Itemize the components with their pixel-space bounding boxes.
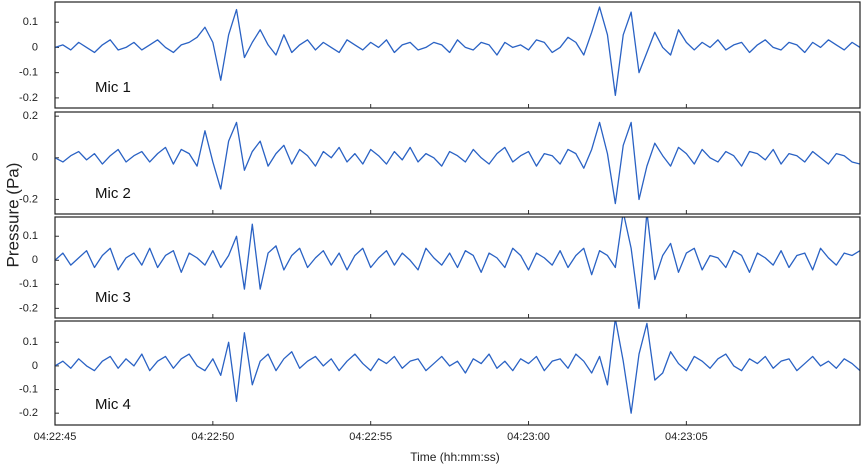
panel-frame [54, 216, 861, 319]
legend-label: Mic 1 [95, 79, 131, 96]
y-tick-label: 0 [32, 152, 38, 164]
x-tick-label: 04:22:50 [191, 431, 234, 443]
legend-label: Mic 2 [95, 185, 131, 202]
x-tick-label: 04:22:55 [349, 431, 392, 443]
panel-frame [54, 1, 861, 109]
y-tick-label: -0.2 [19, 92, 38, 104]
y-tick-label: -0.2 [19, 302, 38, 314]
series-line [55, 6, 860, 97]
y-tick-label: 0 [32, 360, 38, 372]
y-tick-label: -0.1 [19, 67, 38, 79]
series-line [55, 321, 860, 414]
legend-label: Mic 3 [95, 289, 131, 306]
series-line [55, 217, 860, 310]
legend-label: Mic 4 [95, 396, 131, 413]
y-tick-label: -0.2 [19, 407, 38, 419]
series-line [55, 121, 860, 205]
y-tick-label: 0.1 [23, 336, 38, 348]
panel-frame [54, 111, 861, 215]
y-tick-label: 0.1 [23, 230, 38, 242]
x-tick-label: 04:23:05 [665, 431, 708, 443]
y-tick-label: -0.1 [19, 383, 38, 395]
y-tick-label: 0.2 [23, 110, 38, 122]
y-tick-label: 0 [32, 41, 38, 53]
y-tick-label: 0.1 [23, 16, 38, 28]
x-tick-label: 04:23:00 [507, 431, 550, 443]
y-tick-label: -0.2 [19, 193, 38, 205]
y-tick-label: -0.1 [19, 278, 38, 290]
x-axis-label: Time (hh:mm:ss) [410, 450, 500, 464]
y-axis-label: Pressure (Pa) [3, 163, 22, 268]
y-tick-label: 0 [32, 254, 38, 266]
panel-frame [54, 320, 861, 426]
x-tick-label: 04:22:45 [34, 431, 77, 443]
